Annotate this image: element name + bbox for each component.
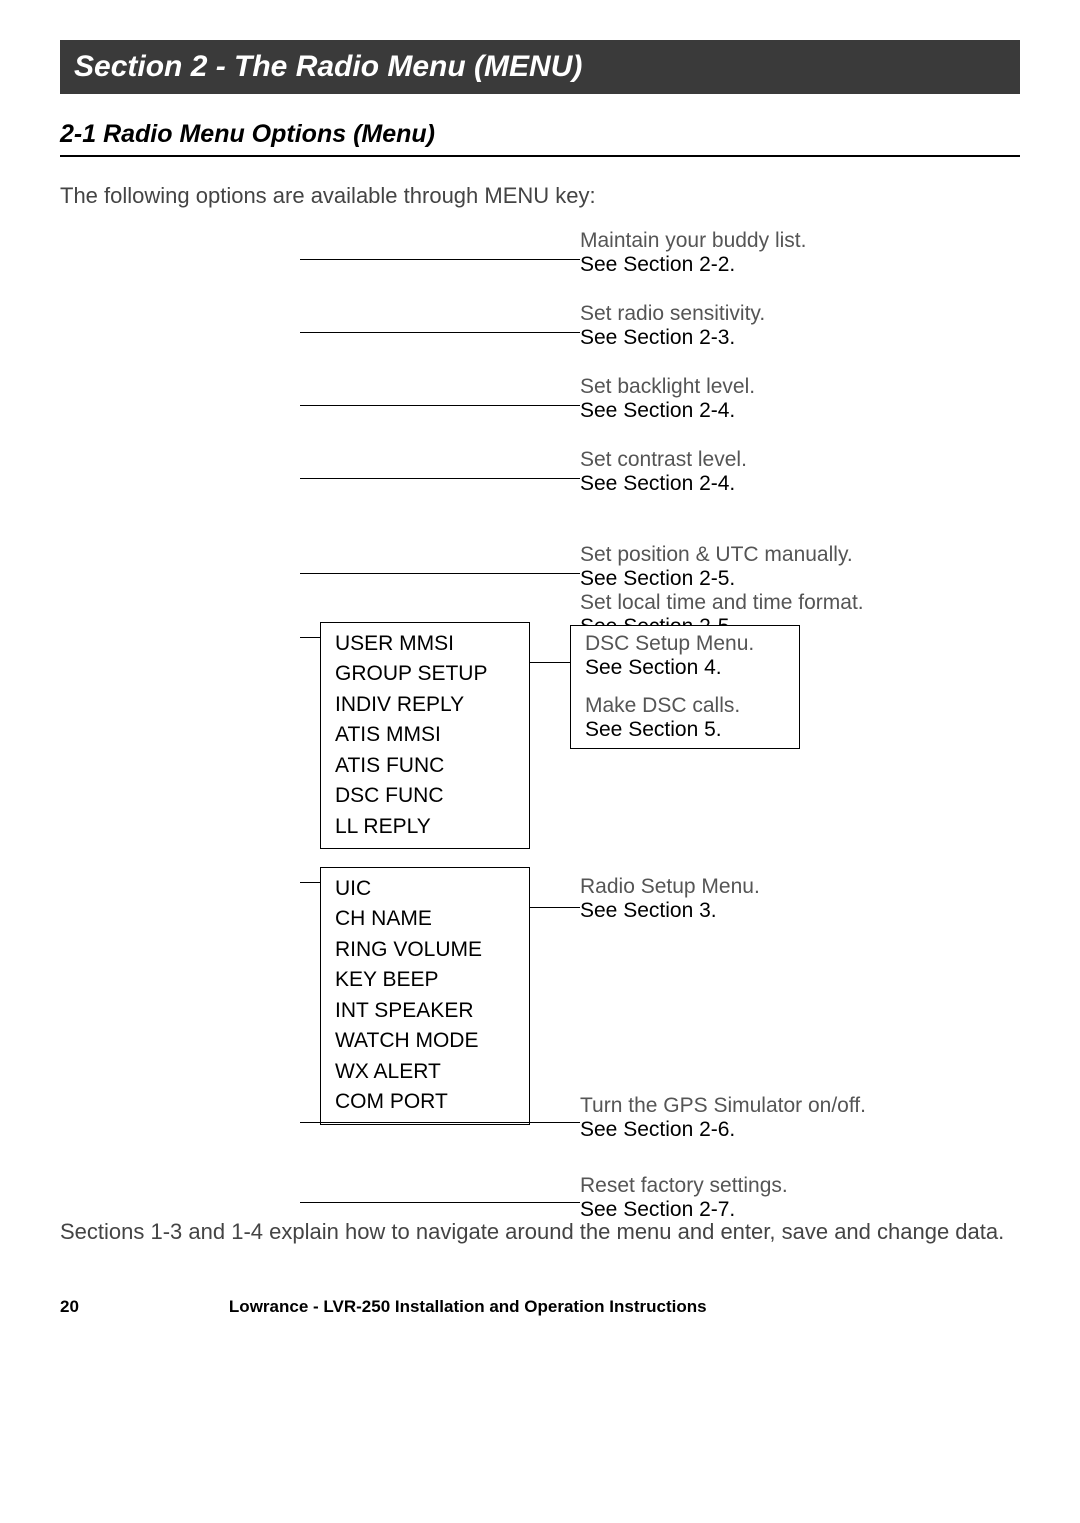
menu-item-desc: Reset factory settings.See Section 2-7. <box>580 1174 1000 1222</box>
page-footer: 20 Lowrance - LVR-250 Installation and O… <box>60 1297 1020 1317</box>
dsc-setup-box: USER MMSIGROUP SETUPINDIV REPLYATIS MMSI… <box>320 622 530 849</box>
menu-item-desc: Maintain your buddy list.See Section 2-2… <box>580 229 1000 277</box>
page-number: 20 <box>60 1297 79 1317</box>
footer-title: Lowrance - LVR-250 Installation and Oper… <box>229 1297 707 1317</box>
menu-item-desc: Set contrast level.See Section 2-4. <box>580 448 1000 496</box>
menu-item-desc: Set backlight level.See Section 2-4. <box>580 375 1000 423</box>
menu-item-desc: Turn the GPS Simulator on/off.See Sectio… <box>580 1094 1000 1142</box>
sub-heading: 2-1 Radio Menu Options (Menu) <box>60 120 1020 157</box>
intro-text: The following options are available thro… <box>60 183 1020 209</box>
radio-desc: Radio Setup Menu.See Section 3. <box>580 875 1000 923</box>
dsc-desc-box: DSC Setup Menu.See Section 4.Make DSC ca… <box>570 625 800 749</box>
menu-diagram: Maintain your buddy list.See Section 2-2… <box>60 227 1020 1197</box>
section-banner: Section 2 - The Radio Menu (MENU) <box>60 40 1020 94</box>
radio-setup-box: UICCH NAMERING VOLUMEKEY BEEPINT SPEAKER… <box>320 867 530 1125</box>
menu-item-desc: Set radio sensitivity.See Section 2-3. <box>580 302 1000 350</box>
